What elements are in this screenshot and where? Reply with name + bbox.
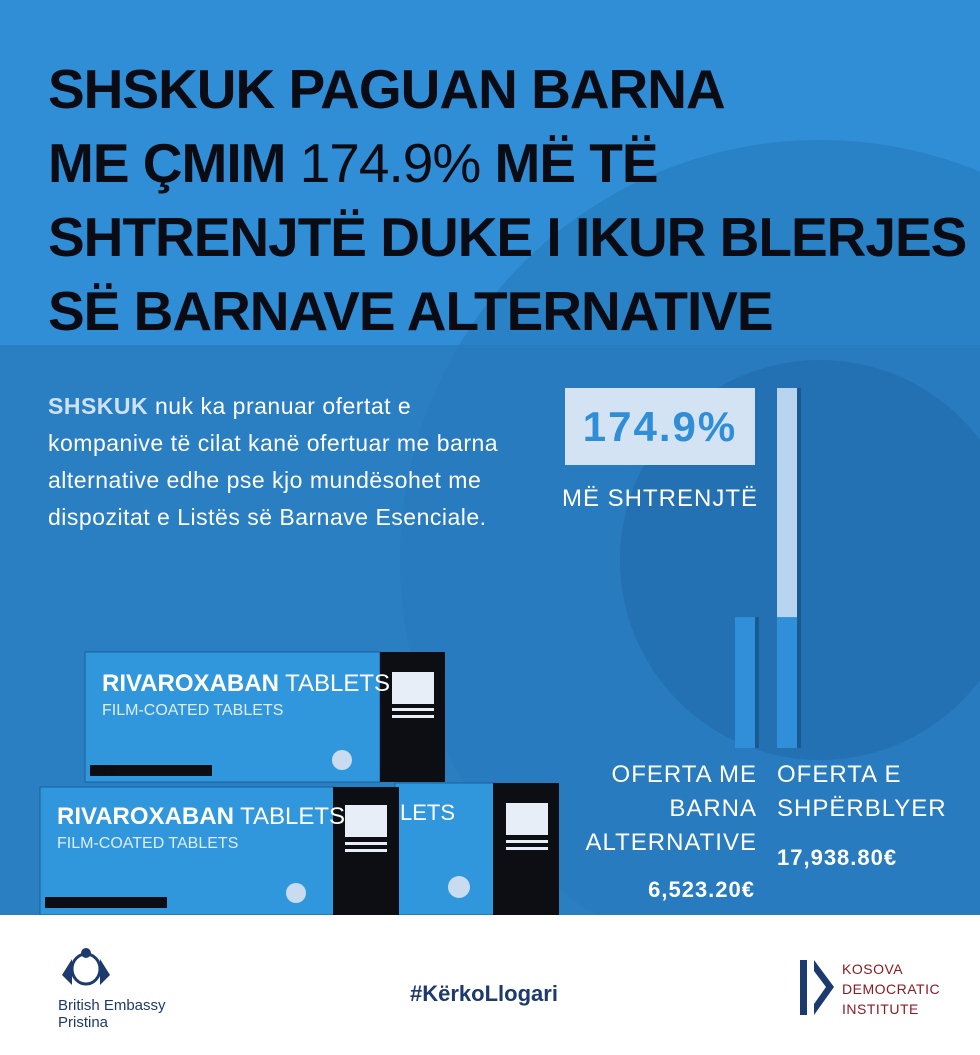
embassy-line: British Embassy: [58, 997, 166, 1014]
package-middle: [394, 782, 559, 915]
pack-count: 28: [102, 764, 116, 778]
drug-name: RIVAROXABAN: [57, 803, 234, 830]
pack-count: 28: [57, 897, 71, 911]
package-label: RIVAROXABAN TABLETS: [102, 670, 390, 698]
drug-subtitle: FILM-COATED TABLETS: [102, 702, 284, 719]
infographic: SHSKUK PAGUAN BARNA ME ÇMIM 174.9% MË TË S…: [0, 0, 980, 915]
title-part: MË TË: [494, 132, 659, 194]
institute: KOSOVA DEMOCRATIC INSTITUTE: [842, 959, 940, 1019]
package-back: [84, 651, 445, 783]
title-part: ME ÇMIM: [48, 132, 286, 194]
footer: British Embassy Pristina #KërkoLlogari KO…: [0, 915, 980, 1055]
crest-icon: [62, 948, 110, 986]
callout-value: 174.9%: [565, 388, 755, 465]
value-label: 6,523.20€: [648, 877, 755, 902]
package-front: [39, 786, 399, 915]
title-part: SHTRENJTË DUKE I IKUR BLERJES: [48, 206, 967, 268]
bar-shadow: [797, 388, 801, 748]
partial-label: LETS: [400, 800, 456, 825]
bar-shadow: [755, 617, 759, 748]
embassy-line: Pristina: [58, 1014, 109, 1031]
kdi-logo: [800, 960, 834, 1015]
category-label: OFERTA ME BARNA ALTERNATIVE: [585, 761, 757, 856]
paragraph: SHSKUK nuk ka pranuar ofertat e kompaniv…: [48, 388, 518, 536]
callout-label: MË SHTRENJTË: [561, 485, 758, 512]
drug-form: TABLETS: [285, 670, 391, 697]
embassy: British Embassy Pristina: [58, 997, 166, 1031]
drug-form: TABLETS: [240, 803, 346, 830]
title: SHSKUK PAGUAN BARNA ME ÇMIM 174.9% MË TË S…: [48, 52, 967, 348]
institute-line: KOSOVA: [842, 961, 904, 977]
title-part: SË BARNAVE ALTERNATIVE: [48, 280, 774, 342]
bar-reference-portion: [777, 617, 797, 748]
highlight: SHSKUK: [48, 393, 149, 419]
institute-line: DEMOCRATIC: [842, 981, 941, 997]
title-highlight: 174.9%: [299, 132, 482, 194]
drug-subtitle: FILM-COATED TABLETS: [57, 835, 239, 852]
package-label: RIVAROXABAN TABLETS: [57, 803, 345, 831]
hashtag: #KërkoLlogari: [410, 981, 558, 1006]
body-text: nuk ka pranuar ofertat e kompanive të ci…: [48, 393, 499, 530]
institute-line: INSTITUTE: [842, 1001, 919, 1017]
category-label: OFERTA E SHPËRBLYER: [777, 761, 947, 822]
chart: [735, 388, 801, 748]
bar: [735, 617, 755, 748]
drug-name: RIVAROXABAN: [102, 670, 279, 697]
title-part: SHSKUK PAGUAN BARNA: [48, 58, 726, 120]
value-label: 17,938.80€: [777, 845, 898, 870]
